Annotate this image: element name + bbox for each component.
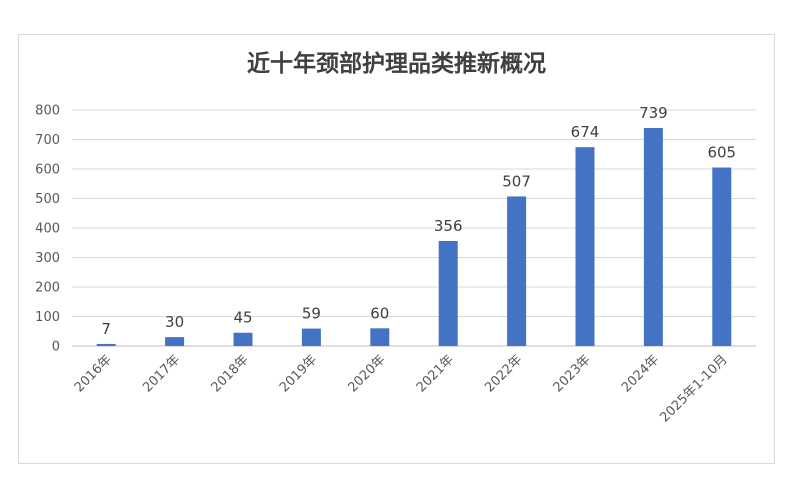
data-label: 507 bbox=[502, 172, 531, 190]
y-tick-label: 300 bbox=[35, 251, 60, 266]
data-label: 45 bbox=[233, 309, 252, 327]
x-tick-label: 2016年 bbox=[72, 352, 115, 395]
x-tick-label: 2021年 bbox=[414, 352, 457, 395]
x-tick-label: 2020年 bbox=[345, 352, 388, 395]
data-label: 605 bbox=[707, 144, 736, 162]
chart-title: 近十年颈部护理品类推新概况 bbox=[247, 50, 546, 77]
gridlines bbox=[72, 109, 756, 347]
x-tick-label: 2024年 bbox=[619, 352, 662, 395]
data-label: 356 bbox=[434, 217, 463, 235]
y-tick-label: 400 bbox=[35, 222, 60, 237]
data-label: 59 bbox=[302, 305, 321, 323]
data-label: 60 bbox=[370, 304, 389, 322]
y-tick-label: 600 bbox=[35, 163, 60, 178]
x-axis-ticks: 2016年 2017年 2018年 2019年 2020年 2021年 2022年 2023年… bbox=[72, 352, 731, 425]
x-tick-label: 2023年 bbox=[551, 352, 594, 395]
y-tick-label: 800 bbox=[35, 104, 60, 119]
x-tick-label: 2017年 bbox=[140, 352, 183, 395]
x-tick-label: 2025年1-10月 bbox=[657, 352, 730, 425]
bar bbox=[96, 343, 116, 346]
bar bbox=[233, 332, 253, 346]
y-tick-label: 700 bbox=[35, 133, 60, 148]
data-labels: 7 30 45 59 60 356 507 674 739 605 bbox=[101, 104, 736, 338]
y-tick-label: 200 bbox=[35, 281, 60, 296]
bar bbox=[438, 240, 458, 346]
y-axis-ticks: 0 100 200 300 400 500 600 700 800 bbox=[35, 104, 60, 355]
y-tick-label: 100 bbox=[35, 310, 60, 325]
x-tick-label: 2019年 bbox=[277, 352, 320, 395]
bar bbox=[712, 167, 732, 346]
y-tick-label: 0 bbox=[52, 340, 60, 355]
bar bbox=[370, 328, 390, 346]
data-label: 739 bbox=[639, 104, 668, 122]
bar bbox=[301, 328, 321, 346]
bar bbox=[507, 196, 527, 346]
data-label: 674 bbox=[571, 123, 600, 141]
bar bbox=[575, 147, 595, 346]
data-label: 7 bbox=[101, 320, 111, 338]
y-tick-label: 500 bbox=[35, 192, 60, 207]
data-label: 30 bbox=[165, 313, 184, 331]
bars bbox=[96, 127, 732, 347]
bar bbox=[165, 337, 185, 346]
x-tick-label: 2018年 bbox=[209, 352, 252, 395]
bar bbox=[643, 127, 663, 347]
x-tick-label: 2022年 bbox=[482, 352, 525, 395]
